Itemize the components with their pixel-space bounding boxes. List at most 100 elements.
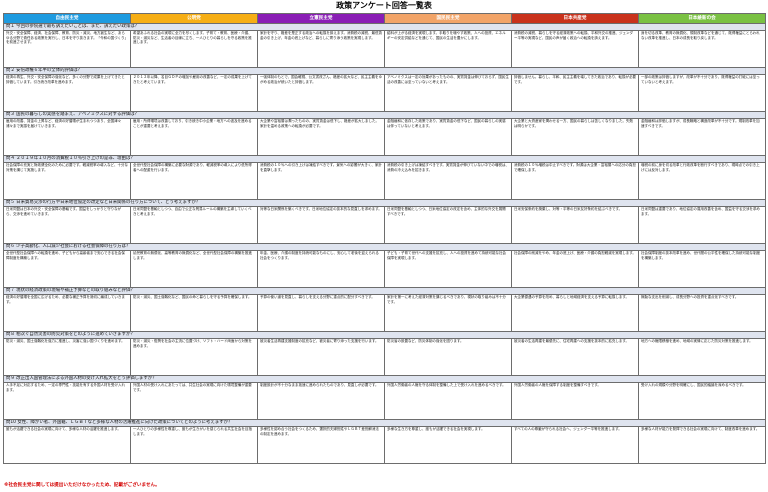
answer-row: 人手不足に対応するため、一定の専門性・技能を有する外国人材を受け入れます。 外国人…	[3, 382, 766, 420]
answer-cell: 外国人労働者の人権を保障する制度を整備すべきです。	[511, 382, 639, 420]
answer-cell: 防災・減災・復興を社会の主流に位置づけ、ソフト・ハード両面から対策を進めます。	[130, 338, 258, 376]
answer-cell: 消費税の減税、暮らしを守る経済政策への転換、平和外交の推進、ジェンダー平等の実現…	[511, 30, 639, 68]
answer-cell: 社会保障の削減をやめ、年金の底上げ、医療・介護の負担軽減を実現します。	[511, 250, 639, 288]
answer-row: 誰もが活躍できる社会の実現に向けて、多様な人材の活躍を推進します。 一人ひとりの多…	[3, 426, 766, 464]
answer-cell: 日米同盟を基軸としつつ、自由で公正な貿易ルールの構築を主導していくべきと考えます…	[130, 206, 258, 244]
question-row: 問８ 相次ぐ自然災害の防災対策をどのように進めていきますか？	[3, 331, 766, 339]
answer-cell: 日米安保条約を廃棄し、対等・平等の日米友好条約を結ぶべきです。	[511, 206, 639, 244]
answer-cell: 防災・減災、国土強靱化を強力に推進し、災害に強い国づくりを進めます。	[3, 338, 131, 376]
answer-cell: 雇用・所得環境は改善しており、引き続き中小企業・地方への波及を進めることが重要と…	[130, 118, 258, 156]
question-label: 問３ 国民の暮らしの実感を踏まえ、アベノミクスに対する評価は？	[3, 111, 766, 119]
answer-cell: 社会保障の充実と財政健全化のために必要です。軽減税率の導入など、十分な対策を講じ…	[3, 162, 131, 200]
answer-cell: 日米同盟は重要であり、地位協定の運用改善を含め、国益を守る交渉を求めます。	[638, 206, 766, 244]
answer-cell: 大企業や富裕層は潤ったものの、実質賃金は低下し、格差が拡大しました。家計を温める…	[257, 118, 385, 156]
answer-cell: 子ども・子育て世代への支援を拡充し、人への投資を進めて持続可能な社会保障を実現し…	[384, 250, 512, 288]
answer-cell: 大企業優遇の予算を改め、暮らしと地域経済を支える予算に転換します。	[511, 294, 639, 332]
answer-cell: 多様な生き方を尊重し、誰もが活躍できる社会を実現します。	[384, 426, 512, 464]
answer-cell: すべての人の尊厳が守られる社会へ、ジェンダー平等を推進します。	[511, 426, 639, 464]
question-label: 問８ 相次ぐ自然災害の防災対策をどのように進めていきますか？	[3, 331, 766, 339]
question-label: 問５ 日米貿易交渉の行方や日米地位協定の改定など日米関係の在り方について、どう考…	[3, 199, 766, 207]
answer-cell: 雇用の改善、賃金の上昇など、経済の好循環が生まれつつあり、全国津々浦々まで実感を…	[3, 118, 131, 156]
question-label: 問７ 現状の経済政策の現場や補正予算などの取り組みなど評価？	[3, 287, 766, 295]
answer-cell: 評価しません。暮らし、平和、民主主義を壊してきた政治であり、転換が必要です。	[511, 74, 639, 112]
answer-cell: 経済の好循環を全国に広げるため、必要な補正予算を適切に編成していきます。	[3, 294, 131, 332]
answer-cell: 受け入れの規模や分野を明確にし、国民的議論を深めるべきです。	[638, 382, 766, 420]
answer-row: 経済の好循環を全国に広げるため、必要な補正予算を適切に編成していきます。 防災・減…	[3, 294, 766, 332]
answer-cell: アベノミクスは一定の効果があったものの、実質賃金は伸びておらず、国民生活の改善に…	[384, 74, 512, 112]
answer-cell: 家計を第一に考えた経済対策を講じるべきであり、現状の取り組みは不十分です。	[384, 294, 512, 332]
answer-cell: ２０１２年以降、名目ＧＤＰの増加や雇用の改善など、一定の成果を上げてきたと考えて…	[130, 74, 258, 112]
answer-cell: 一強体制のもとで、国会軽視、公文書改ざん、格差の拡大など、民主主義をゆがめる政治…	[257, 74, 385, 112]
answer-row: 日米同盟は日本の外交・安全保障の基軸です。国益をしっかりと守りながら、交渉を進め…	[3, 206, 766, 244]
answer-cell: 大企業と大資産家を潤わせる一方、国民の暮らしは苦しくなりました。失敗は明らかです…	[511, 118, 639, 156]
party-header: 日本維新の会	[638, 13, 766, 24]
answer-row: 外交・安全保障、経済、社会保障、教育、防災・減災、地方創生など、あらゆる分野で責…	[3, 30, 766, 68]
answer-cell: 消費税の引き上げは凍結すべきです。実質賃金が伸びていない中での増税は、消費の冷え…	[384, 162, 512, 200]
question-row: 問７ 現状の経済政策の現場や補正予算などの取り組みなど評価？	[3, 287, 766, 295]
answer-row: 雇用の改善、賃金の上昇など、経済の好循環が生まれつつあり、全国津々浦々まで実感を…	[3, 118, 766, 156]
question-row: 問４ ２０１９年１０月の消費税１０％引き上げの是非、理由は？	[3, 155, 766, 163]
party-header: 立憲民主党	[257, 13, 385, 24]
answer-cell: 社会保障制度の抜本改革を進め、世代間の公平性を確保した持続可能な制度を構築します…	[638, 250, 766, 288]
answer-cell: 対等な日米関係を築くべきです。日米地位協定の抜本的な見直しを求めます。	[257, 206, 385, 244]
question-row: 問５ 日米貿易交渉の行方や日米地位協定の改定など日米関係の在り方について、どう考…	[3, 199, 766, 207]
answer-cell: 外国人労働者の人権を守る体制を整備した上で受け入れを進めるべきです。	[384, 382, 512, 420]
party-header: 公明党	[130, 13, 258, 24]
answer-cell: 一人ひとりの多様性を尊重し、誰もが生きがいを感じられる共生社会を目指します。	[130, 426, 258, 464]
answer-cell: 全世代型社会保障への転換を進め、子どもから高齢者まで安心できる社会保障制度を構築…	[3, 250, 131, 288]
answer-cell: 日米同盟を基軸としつつ、日米地位協定の改定を含め、主体的な外交を展開すべきです。	[384, 206, 512, 244]
answer-cell: 経済の再生、外交・安全保障の強化など、多くの分野で成果を上げてきたと評価していま…	[3, 74, 131, 112]
answer-cell: 金融緩和に依存した政策であり、実質賃金の低下など、国民の暮らしの実感は伴っていな…	[384, 118, 512, 156]
answer-cell: 身を切る改革、教育の無償化、規制改革などを通じて、既得権益にとらわれない改革を推…	[638, 30, 766, 68]
question-row: 問１ 今回の参院選で最も訴えたいことは、また、訴えたい政策は？	[3, 23, 766, 31]
party-header: 自由民主党	[3, 13, 131, 24]
answer-row: 全世代型社会保障への転換を進め、子どもから高齢者まで安心できる社会保障制度を構築…	[3, 250, 766, 288]
answer-cell: 年金、医療、介護の制度を持続可能なものにし、安心して老後を迎えられる社会をつくり…	[257, 250, 385, 288]
footnote: ※社会民主党に関しては提出いただけなかったため、記載がございません。	[4, 483, 160, 488]
party-header: 日本共産党	[511, 13, 639, 24]
question-row: 問10 女性、障がい者、外国籍、ＬＧＢＴなど多様な人材の活躍推進に向けた政策につ…	[3, 419, 766, 427]
answer-cell: 防災・減災、国土強靱化など、国民の命と暮らしを守る予算を確保します。	[130, 294, 258, 332]
question-row: 問３ 国民の暮らしの実感を踏まえ、アベノミクスに対する評価は？	[3, 111, 766, 119]
answer-cell: 地方への権限移譲を進め、地域の実情に応じた防災対策を推進します。	[638, 338, 766, 376]
answer-cell: 消費税の１０％増税は中止すべきです。財源は大企業・富裕層への応分の負担で確保しま…	[511, 162, 639, 200]
answer-cell: 給料が上がる経済を実現します。手取りを増やす政策、人への投資、エネルギーの安定供…	[384, 30, 512, 68]
answer-cell: 防災省の設置など、防災体制の強化を図ります。	[384, 338, 512, 376]
answer-row: 防災・減災、国土強靱化を強力に推進し、災害に強い国づくりを進めます。 防災・減災・…	[3, 338, 766, 376]
answer-table-body: 問１ 今回の参院選で最も訴えたいことは、また、訴えたい政策は？ 外交・安全保障、経…	[3, 23, 766, 464]
answer-cell: 増税の前に身を切る改革と行政改革を断行すべきであり、現時点での引き上げには反対し…	[638, 162, 766, 200]
answer-cell: 消費税の１０％への引き上げは凍結すべきです。景気への影響が大きく、家計を直撃しま…	[257, 162, 385, 200]
answer-cell: 人手不足に対応するため、一定の専門性・技能を有する外国人材を受け入れます。	[3, 382, 131, 420]
party-header: 国民民主党	[384, 13, 512, 24]
answer-row: 経済の再生、外交・安全保障の強化など、多くの分野で成果を上げてきたと評価していま…	[3, 74, 766, 112]
answer-cell: 被災者生活再建支援制度の拡充など、被災者に寄り添った支援を行います。	[257, 338, 385, 376]
answer-table: 自由民主党 公明党 立憲民主党 国民民主党 日本共産党 日本維新の会 問１ 今回…	[3, 13, 766, 464]
answer-cell: 多様な人材が能力を発揮できる社会の実現に向けて、制度改革を進めます。	[638, 426, 766, 464]
answer-cell: 全世代型社会保障の構築に必要な財源であり、軽減税率の導入により低所得者への配慮を…	[130, 162, 258, 200]
answer-cell: 誰もが活躍できる社会の実現に向けて、多様な人材の活躍を推進します。	[3, 426, 131, 464]
question-row: 問２ 安倍政権６年半の全体的評価は？	[3, 67, 766, 75]
answer-cell: 予算の使い道を見直し、暮らしを支える分野に重点的に配分すべきです。	[257, 294, 385, 332]
answer-cell: 制度設計が不十分なまま拙速に進められたものであり、見直しが必要です。	[257, 382, 385, 420]
answer-cell: 日米同盟は日本の外交・安全保障の基軸です。国益をしっかりと守りながら、交渉を進め…	[3, 206, 131, 244]
question-label: 問１ 今回の参院選で最も訴えたいことは、また、訴えたい政策は？	[3, 23, 766, 31]
answer-cell: 多様性を認め合う社会をつくるため、選択的夫婦別姓やＬＧＢＴ差別解消法の制定を進め…	[257, 426, 385, 464]
question-label: 問２ 安倍政権６年半の全体的評価は？	[3, 67, 766, 75]
answer-cell: 希望あふれる社会の実現に全力を尽くします。子育て・教育、医療・介護、防災・減災な…	[130, 30, 258, 68]
answer-cell: 金融緩和は評価しますが、成長戦略と構造改革が不十分です。規制改革を加速すべきです…	[638, 118, 766, 156]
page-title: 政策アンケート回答一覧表	[336, 1, 432, 10]
answer-cell: 幼児教育の無償化、高等教育の無償化など、全世代型社会保障の構築を推進します。	[130, 250, 258, 288]
question-label: 問10 女性、障がい者、外国籍、ＬＧＢＴなど多様な人材の活躍推進に向けた政策につ…	[3, 419, 766, 427]
answer-cell: 一部の政策は評価しますが、改革が不十分であり、既得権益の打破には至っていないと考…	[638, 74, 766, 112]
answer-cell: 外国人材の受け入れにあたっては、共生社会の実現に向けた環境整備が重要です。	[130, 382, 258, 420]
question-label: 問４ ２０１９年１０月の消費税１０％引き上げの是非、理由は？	[3, 155, 766, 163]
question-row: 問６ 少子高齢化、人口減少社会における社会保障の在り方は？	[3, 243, 766, 251]
answer-cell: 無駄な支出を削減し、成長分野への投資を重点化すべきです。	[638, 294, 766, 332]
answer-cell: 外交・安全保障、経済、社会保障、教育、防災・減災、地方創生など、あらゆる分野で責…	[3, 30, 131, 68]
question-row: 問９ 改正出入国管理法による外国人材の受け入れ拡大をどう評価しますか？	[3, 375, 766, 383]
answer-cell: 家計を守り、格差を是正する政治への転換を訴えます。消費税の減税、最低賃金の引き上…	[257, 30, 385, 68]
party-header-row: 自由民主党 公明党 立憲民主党 国民民主党 日本共産党 日本維新の会	[3, 13, 766, 24]
question-label: 問９ 改正出入国管理法による外国人材の受け入れ拡大をどう評価しますか？	[3, 375, 766, 383]
question-label: 問６ 少子高齢化、人口減少社会における社会保障の在り方は？	[3, 243, 766, 251]
